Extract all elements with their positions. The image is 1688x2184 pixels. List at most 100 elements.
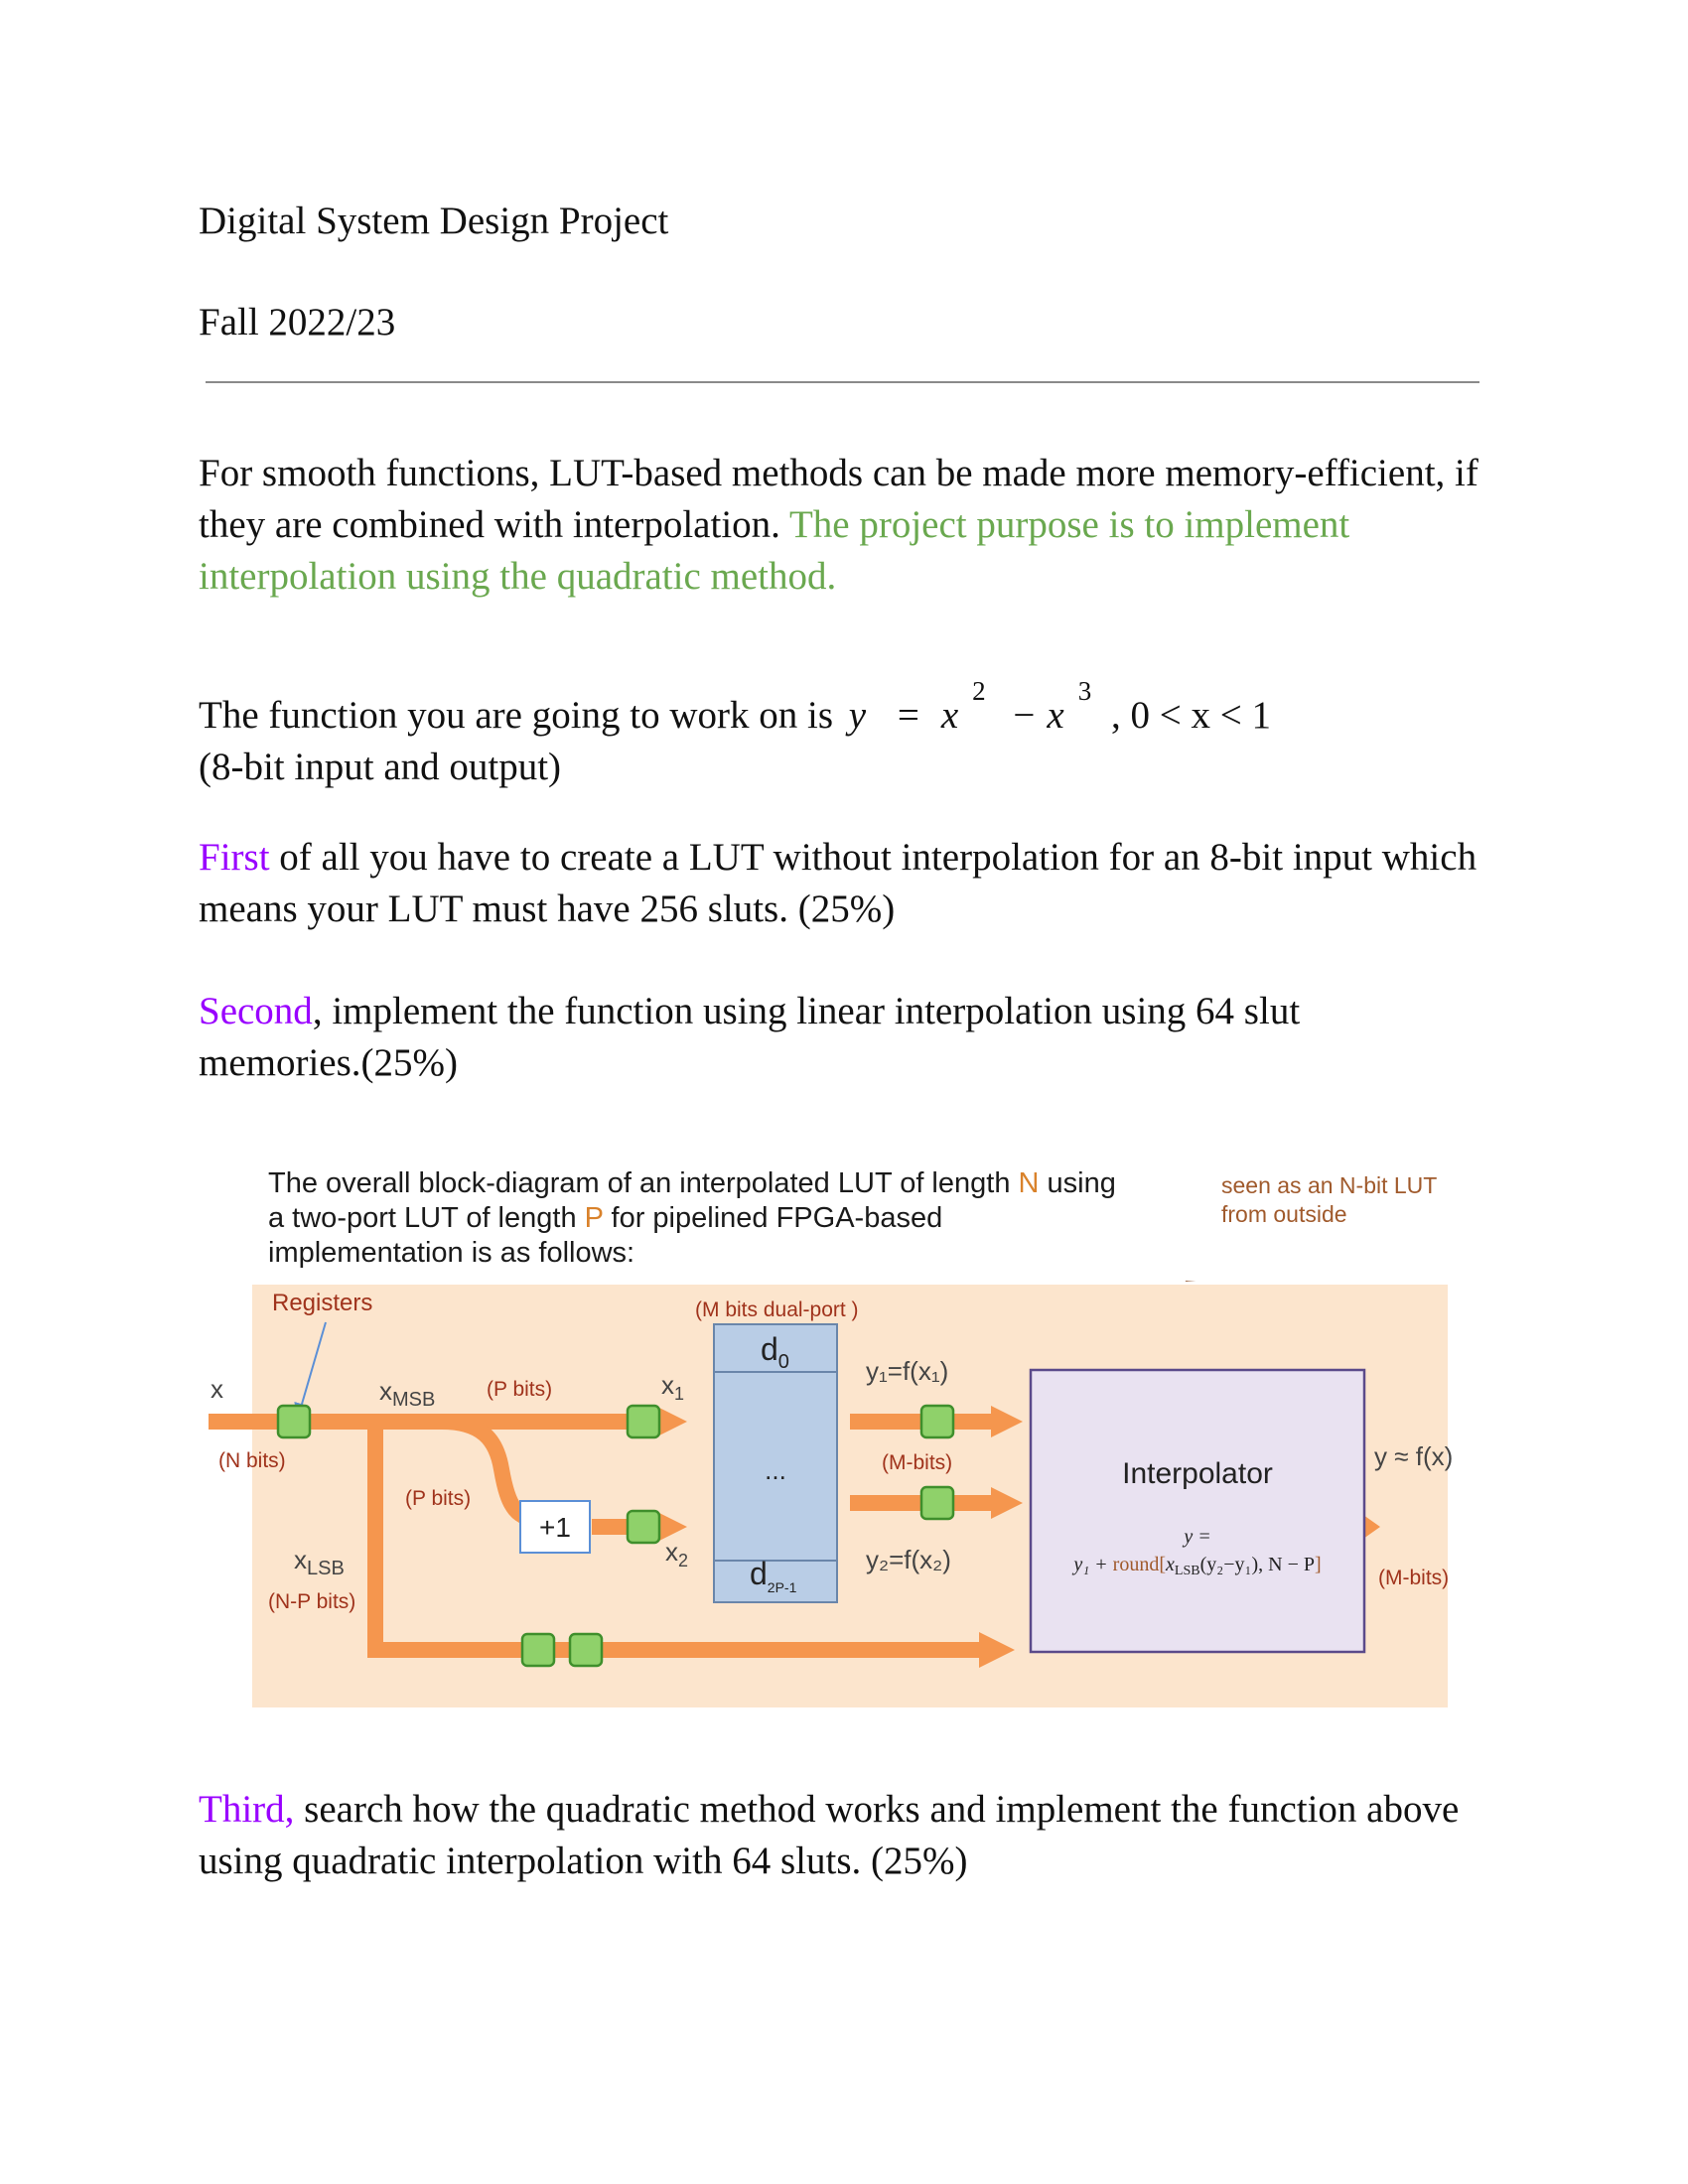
lut-type-label: (M bits dual-port ) [695,1298,859,1321]
dual-port-lut [713,1323,838,1603]
dlast-label: d2P-1 [750,1556,797,1595]
dlast-sub: 2P-1 [768,1579,797,1595]
formula-part: y₁ + [1071,1554,1112,1575]
lsb-bus [367,1642,979,1658]
x-msb-base: x [379,1376,392,1406]
page-title: Digital System Design Project [199,200,669,242]
x1-label: x1 [661,1370,684,1404]
bus-arrowhead [979,1632,1015,1668]
task-first-text: of all you have to create a LUT without … [279,836,1477,879]
io-note: (8-bit input and output) [199,746,562,788]
math-x2: x [1047,694,1064,737]
lsb-branch-bus [367,1422,383,1658]
task-third-text-cont: using quadratic interpolation with 64 sl… [199,1840,968,1882]
figure-caption: The overall block-diagram of an interpol… [268,1166,1162,1271]
purpose-text-cont: interpolation using the quadratic method… [199,555,837,598]
register-x1 [626,1404,661,1439]
lut-ellipsis: ... [765,1455,786,1485]
math-eq: = [897,694,919,737]
math-domain: , 0 < x < 1 [1110,694,1271,737]
intro-text: they are combined with interpolation. [199,503,780,546]
x2-label: x2 [665,1537,688,1570]
y2-label: y₂=f(x₂) [866,1545,951,1574]
purpose-text: The project purpose is to implement [788,503,1350,546]
task-first: First of all you have to create a LUT wi… [199,832,1519,935]
block-diagram: Registers (M bits dual-port ) x (N bits)… [209,1281,1453,1707]
bus-arrowhead [991,1406,1023,1437]
formula-line-2: y₁ + round[xLSB(y₂−y₁), N − P] [1071,1554,1321,1578]
x-msb-label: xMSB [379,1376,435,1411]
exponent-3: 3 [1077,676,1092,706]
x-input-label: x [211,1374,223,1404]
intro-line-2: they are combined with interpolation. Th… [199,499,1509,551]
x1-base: x [661,1370,674,1400]
x-msb-sub: MSB [392,1389,435,1411]
task-second: Second, implement the function using lin… [199,986,1519,1089]
x-lsb-sub: LSB [307,1558,345,1579]
register-x2 [626,1509,661,1545]
math-minus: − [1013,694,1036,737]
bus-arrowhead [991,1487,1023,1519]
formula-part: round[ [1113,1554,1166,1575]
d0-base: d [761,1331,778,1367]
register-input [276,1404,312,1439]
task-second-text-cont: memories.(25%) [199,1041,459,1084]
n-bits-label: (N bits) [218,1449,286,1472]
intro-paragraph: For smooth functions, LUT-based methods … [199,448,1509,603]
exponent-2: 2 [972,676,986,706]
x1-sub: 1 [674,1384,684,1404]
increment-box [519,1500,591,1554]
seen-as-note: seen as an N-bit LUT from outside [1221,1171,1437,1229]
caption-text: using [1047,1167,1116,1199]
caption-text: implementation is as follows: [268,1237,635,1269]
term-label: Fall 2022/23 [199,301,396,343]
task-first-word: First [199,836,270,879]
bus-arrowhead [655,1406,687,1437]
d0-sub: 0 [778,1351,789,1373]
interpolator-formula: y = y₁ + round[xLSB(y₂−y₁), N − P] [1071,1526,1321,1578]
task-third-word: Third, [199,1788,295,1831]
caption-text: a two-port LUT of length [268,1202,577,1234]
register-lsb-1 [520,1632,556,1668]
x-lsb-label: xLSB [294,1545,345,1579]
seen-as-line: seen as an N-bit LUT [1221,1172,1438,1198]
seen-as-line: from outside [1221,1201,1347,1227]
task-first-text-cont: means your LUT must have 256 sluts. (25%… [199,887,896,930]
divider [206,381,1479,383]
formula-part: (y₂−y₁), N − P [1200,1554,1315,1575]
register-lsb-2 [568,1632,604,1668]
x-lsb-base: x [294,1545,307,1574]
caption-text: The overall block-diagram of an interpol… [268,1167,1011,1199]
register-y2 [919,1485,955,1521]
formula-part: LSB [1175,1564,1200,1578]
function-statement: The function you are going to work on is… [199,676,1509,793]
task-second-text: , implement the function using linear in… [312,990,1301,1032]
formula-part: x [1165,1554,1175,1575]
p-bits-low-label: (P bits) [405,1487,471,1510]
d0-label: d0 [761,1331,789,1373]
plus-one-label: +1 [539,1512,571,1543]
interpolator-box [1029,1368,1366,1654]
math-x1: x [940,694,959,737]
math-y: y [848,694,867,737]
input-bus [209,1414,655,1430]
task-third-text: search how the quadratic method works an… [294,1788,1460,1831]
task-third: Third, search how the quadratic method w… [199,1784,1519,1887]
x2-base: x [665,1537,678,1567]
p-bits-top-label: (P bits) [487,1378,552,1401]
m-bits-out-label: (M-bits) [1378,1567,1449,1589]
y1-label: y₁=f(x₁) [866,1356,948,1386]
np-bits-label: (N-P bits) [268,1590,355,1613]
formula-line-1: y = [1182,1526,1210,1548]
function-line: The function you are going to work on is… [199,676,1509,742]
interpolator-label: Interpolator [1122,1457,1273,1490]
caption-text: for pipelined FPGA-based [611,1202,943,1234]
task-second-word: Second [199,990,313,1032]
x2-sub: 2 [678,1551,688,1570]
intro-line-1: For smooth functions, LUT-based methods … [199,452,1478,494]
registers-pointer [294,1321,327,1420]
register-y1 [919,1404,955,1439]
function-lead: The function you are going to work on is [199,694,834,737]
caption-p: P [584,1202,604,1234]
bus-arrowhead [655,1511,687,1543]
